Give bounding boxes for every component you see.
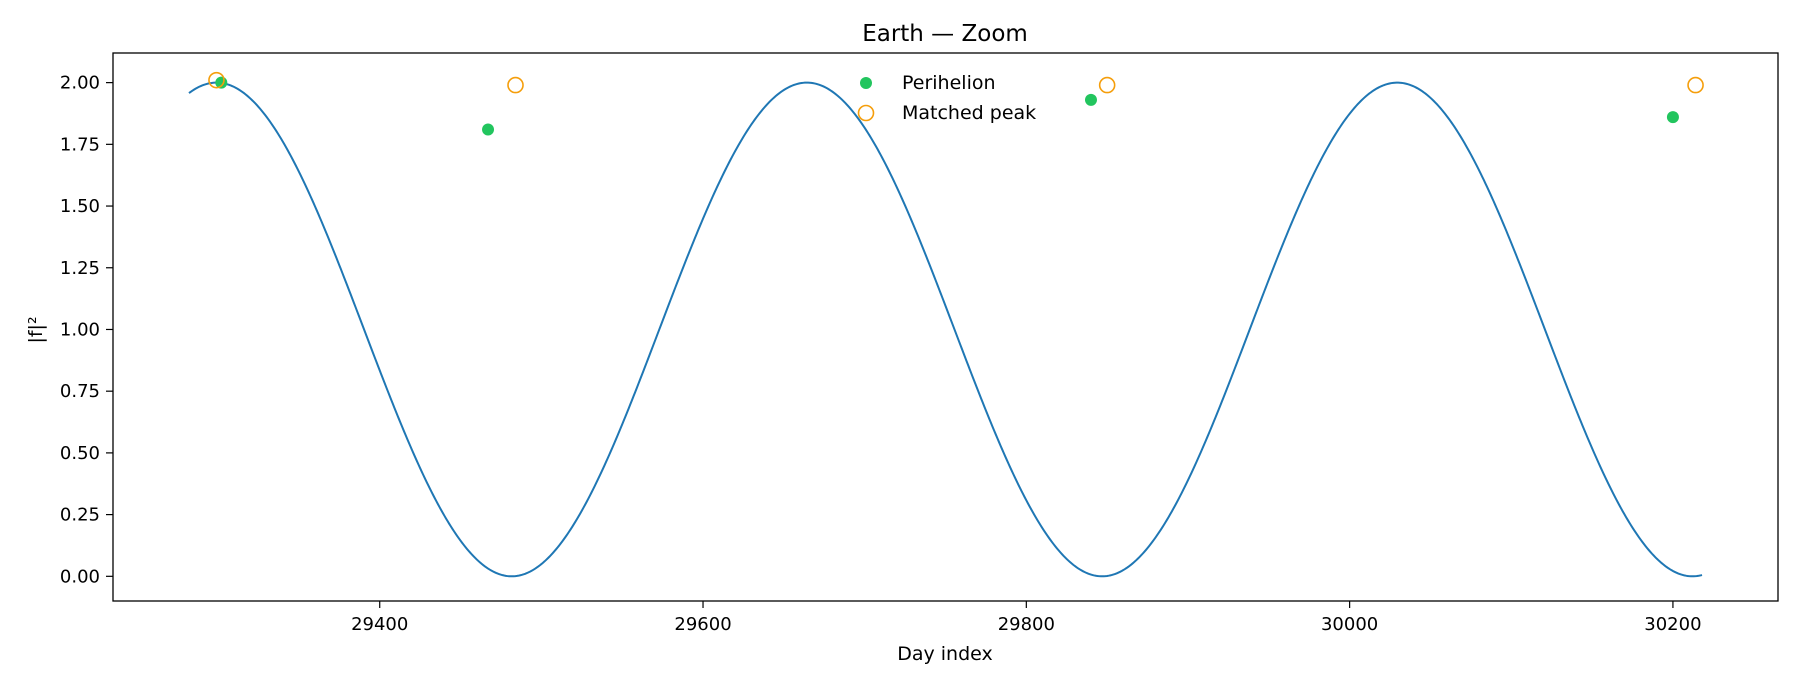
x-tick-label: 29800	[998, 614, 1055, 635]
y-tick-label: 0.75	[60, 381, 100, 402]
legend-marker-perihelion	[860, 77, 872, 89]
perihelion-point	[1666, 111, 1679, 124]
y-axis-label: |f|²	[25, 316, 47, 343]
legend: Perihelion Matched peak	[857, 72, 1036, 124]
chart-title: Earth — Zoom	[862, 21, 1028, 47]
x-tick-label: 29400	[351, 614, 408, 635]
signal-line	[188, 81, 1703, 578]
y-tick-label: 1.25	[60, 258, 100, 279]
matched-peak-point	[1687, 76, 1704, 94]
y-tick-label: 0.50	[60, 443, 100, 464]
y-tick-label: 0.25	[60, 505, 100, 526]
y-tick-label: 1.00	[60, 319, 100, 340]
matched-peak-point	[507, 76, 524, 94]
legend-label-perihelion: Perihelion	[902, 72, 996, 94]
matched-peak-point	[208, 71, 225, 89]
plot-frame	[112, 52, 1779, 602]
y-tick-label: 1.75	[60, 134, 100, 155]
markers-layer	[208, 71, 1704, 136]
x-tick-label: 30000	[1321, 614, 1378, 635]
y-tick-label: 0.00	[60, 566, 100, 587]
perihelion-point	[1084, 93, 1097, 106]
y-tick-label: 2.00	[60, 73, 100, 94]
y-axis-ticks: 0.00 0.25 0.50 0.75 1.00 1.25 1.50 1.75 2.00	[60, 73, 113, 587]
perihelion-point	[482, 123, 495, 136]
x-axis-ticks: 29400 29600 29800 30000 30200	[351, 601, 1702, 635]
y-tick-label: 1.50	[60, 196, 100, 217]
x-tick-label: 29600	[674, 614, 731, 635]
x-axis-label: Day index	[897, 643, 993, 665]
matched-peak-point	[1098, 76, 1116, 94]
legend-label-matched-peak: Matched peak	[902, 102, 1036, 124]
legend-marker-matched-peak	[857, 104, 875, 122]
x-tick-label: 30200	[1644, 614, 1701, 635]
